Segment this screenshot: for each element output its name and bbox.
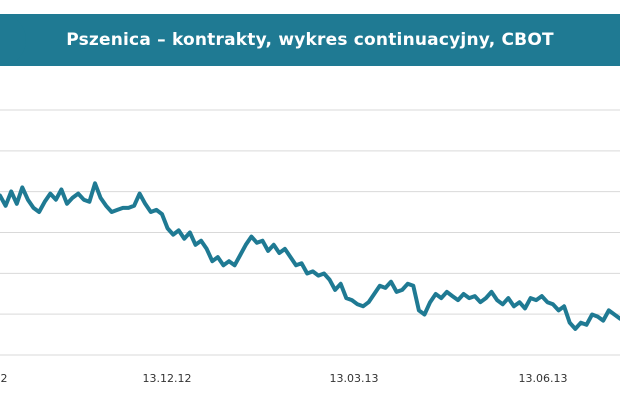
x-tick-label: 13.12.12 — [143, 372, 192, 385]
x-tick-label: 13.03.13 — [330, 372, 379, 385]
series-line — [0, 181, 620, 331]
x-axis-ticks: 2 13.12.12 13.03.13 13.06.13 — [1, 372, 568, 385]
x-tick-label: 2 — [1, 372, 8, 385]
chart-title-bar: Pszenica – kontrakty, wykres continuacyj… — [0, 14, 620, 66]
chart-title: Pszenica – kontrakty, wykres continuacyj… — [66, 30, 554, 50]
series-group — [0, 181, 620, 331]
grid-lines — [0, 109, 620, 356]
x-tick-label: 13.06.13 — [519, 372, 568, 385]
